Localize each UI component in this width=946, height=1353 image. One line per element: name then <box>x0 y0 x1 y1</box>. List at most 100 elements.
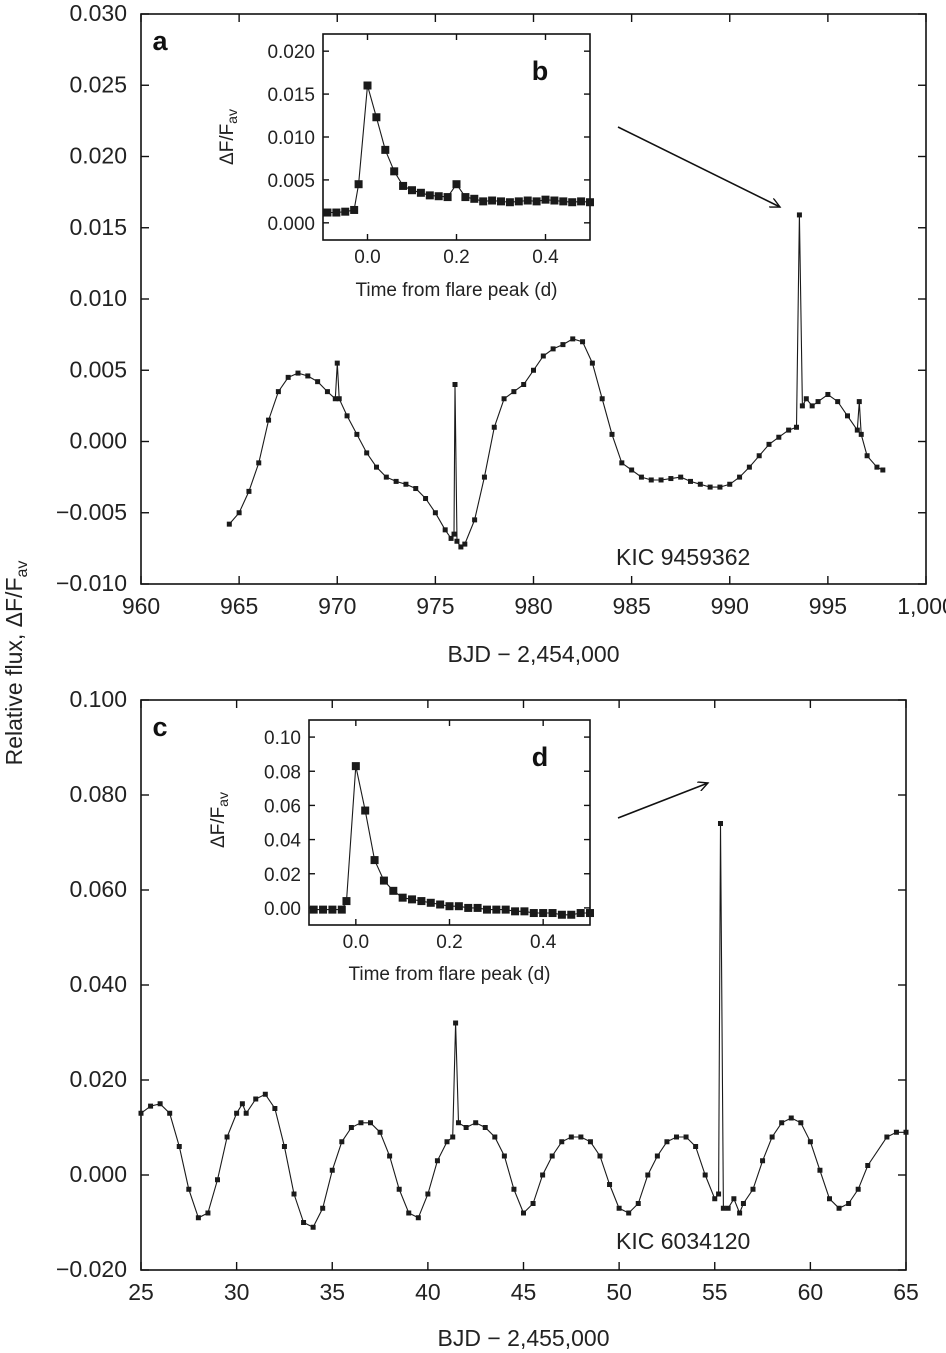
data-point <box>549 1153 555 1159</box>
data-point <box>825 391 831 397</box>
data-point <box>450 1134 456 1140</box>
data-point <box>796 212 802 218</box>
data-point <box>521 1210 526 1216</box>
data-point <box>368 1120 373 1126</box>
data-point <box>481 474 487 480</box>
data-point <box>364 450 370 456</box>
data-point <box>903 1129 909 1135</box>
x-tick-label: 985 <box>612 593 650 619</box>
flare-arrow-top <box>617 126 780 207</box>
data-point <box>809 403 815 409</box>
data-point <box>578 1134 584 1140</box>
data-point <box>186 1186 192 1192</box>
inset-background <box>309 720 590 925</box>
x-tick-label: 975 <box>416 593 454 619</box>
flare-arrow-bottom <box>617 783 708 819</box>
data-point <box>760 1158 766 1164</box>
data-point <box>344 413 350 419</box>
data-point <box>815 399 821 405</box>
data-point <box>403 481 409 487</box>
data-point <box>845 413 850 419</box>
data-point <box>363 81 372 90</box>
data-point <box>501 396 507 402</box>
data-point <box>442 527 448 533</box>
data-point <box>492 1134 498 1140</box>
x-tick-label: 0.0 <box>354 247 380 268</box>
x-tick-label: 0.2 <box>436 932 462 953</box>
data-point <box>262 1091 268 1097</box>
data-point <box>589 360 595 366</box>
data-point <box>434 192 443 201</box>
data-point <box>224 1134 230 1140</box>
data-point <box>305 373 311 379</box>
data-point <box>458 544 464 550</box>
x-tick-label: 35 <box>319 1279 345 1305</box>
y-tick-label: 0.010 <box>69 285 127 311</box>
data-point <box>454 538 460 544</box>
data-point <box>539 909 548 918</box>
x-axis-title: Time from flare peak (d) <box>355 280 557 301</box>
data-point <box>678 474 684 480</box>
data-point <box>559 197 568 206</box>
data-point <box>717 821 723 826</box>
data-point <box>350 205 359 214</box>
x-tick-label: 1,000 <box>897 593 946 619</box>
data-point <box>448 535 454 541</box>
x-tick-label: 980 <box>514 593 552 619</box>
data-point <box>453 1020 459 1026</box>
data-point <box>323 208 332 217</box>
y-tick-label: 0.015 <box>69 214 127 240</box>
data-point <box>332 396 338 402</box>
data-point <box>817 1167 823 1173</box>
x-axis-title: Time from flare peak (d) <box>348 964 550 985</box>
data-point <box>342 897 351 906</box>
data-point <box>855 1186 861 1192</box>
x-tick-label: 50 <box>606 1279 632 1305</box>
panel-a-chart: 960 965 970 975 980 985 990 995 1,000 −0.010 −0.00… <box>56 0 946 667</box>
data-point <box>799 403 805 409</box>
y-tick-label: 0.030 <box>69 0 127 26</box>
x-tick-label: 960 <box>122 593 160 619</box>
data-point <box>354 180 363 189</box>
data-point <box>541 195 550 204</box>
data-point <box>557 910 566 919</box>
panel-b-inset-chart: 0.0 0.2 0.4 0.000 0.005 0.010 0.015 0.020 b Time … <box>217 33 594 301</box>
data-point <box>548 909 557 918</box>
data-point <box>720 1205 726 1211</box>
data-point <box>315 379 321 385</box>
data-point <box>505 198 514 207</box>
data-point <box>731 1196 737 1202</box>
data-point <box>246 488 252 494</box>
data-point <box>334 360 340 366</box>
data-point <box>511 389 517 395</box>
data-point <box>320 1205 326 1211</box>
data-point <box>256 460 262 466</box>
data-point <box>570 336 576 342</box>
x-axis-title: BJD − 2,454,000 <box>448 641 620 667</box>
data-point <box>654 1153 660 1159</box>
y-tick-label: 0.10 <box>264 728 301 749</box>
data-point <box>348 1125 354 1130</box>
y-tick-label: 0.08 <box>264 762 301 783</box>
data-point <box>568 198 577 207</box>
data-point <box>793 424 799 430</box>
x-tick-label: 55 <box>702 1279 728 1305</box>
data-point <box>413 486 419 492</box>
data-point <box>434 1158 440 1164</box>
data-point <box>807 1139 813 1145</box>
data-point <box>846 1201 852 1206</box>
y-tick-label: 0.000 <box>267 214 315 235</box>
data-point <box>473 903 482 912</box>
data-point <box>697 481 703 487</box>
data-point <box>858 431 864 437</box>
y-tick-label: 0.020 <box>267 42 315 63</box>
inset-y-axis-title: ΔF/Fav <box>208 792 231 848</box>
inset-y-axis-title: ΔF/Fav <box>217 109 240 165</box>
y-tick-label: 0.06 <box>264 796 301 817</box>
data-point <box>374 464 379 470</box>
data-point <box>520 907 529 916</box>
data-point <box>827 1196 832 1202</box>
data-point <box>436 900 445 909</box>
data-point <box>769 1134 775 1140</box>
